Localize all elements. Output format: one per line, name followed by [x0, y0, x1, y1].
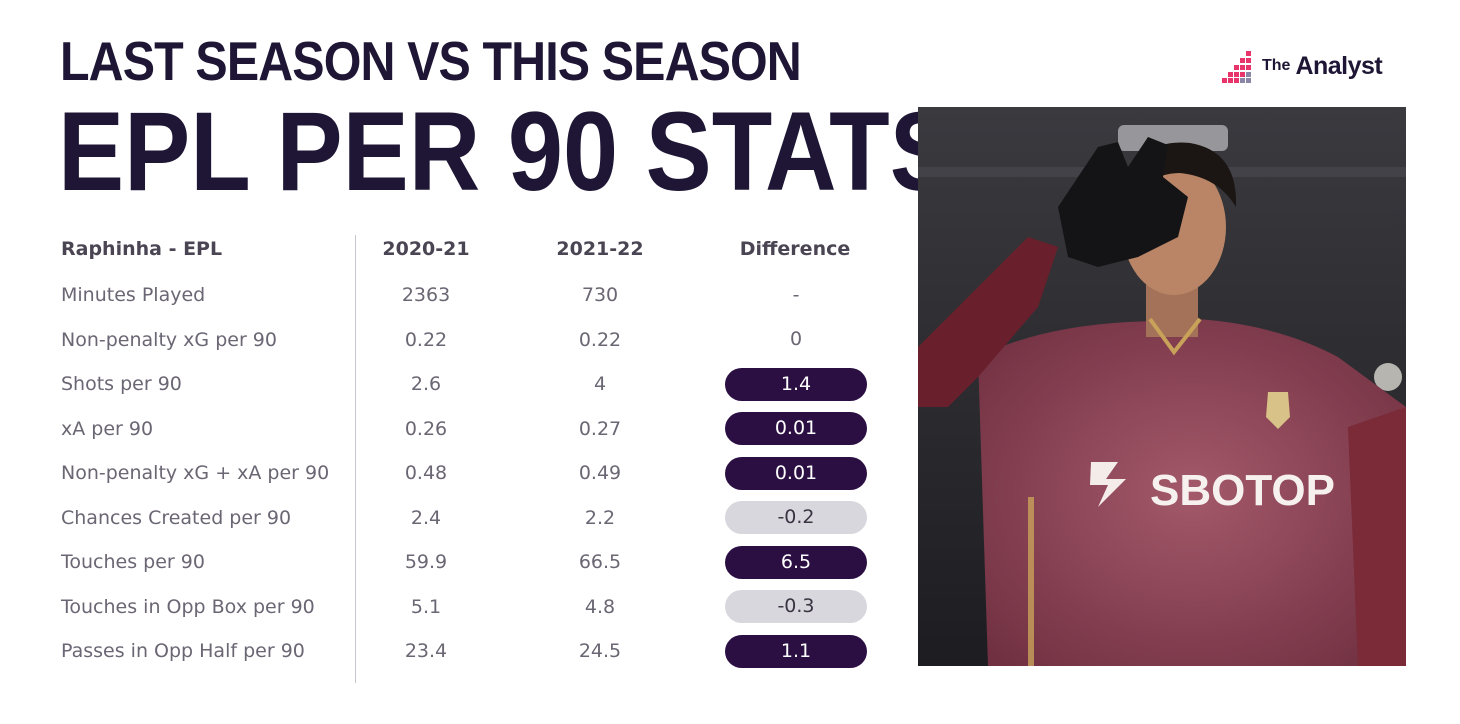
player-photo-image: SBOTOP [918, 107, 1406, 666]
row-metric-label: Touches per 90 [61, 551, 205, 573]
row-value-2021-22: 730 [581, 284, 619, 306]
row-metric-label: Non-penalty xG per 90 [61, 328, 277, 351]
row-value-2020-21: 2363 [401, 284, 451, 306]
row-value-2021-22: 4.8 [584, 595, 616, 618]
row-difference-pill: 0 [789, 328, 803, 350]
row-metric-label: Touches in Opp Box per 90 [61, 595, 315, 618]
stats-table: Raphinha - EPL 2020-21 2021-22 Differenc… [61, 235, 867, 683]
header-season-2020-21: 2020-21 [382, 238, 470, 260]
player-photo: SBOTOP [918, 107, 1406, 666]
row-value-2020-21: 59.9 [404, 551, 448, 573]
row-value-2021-22: 66.5 [578, 551, 622, 573]
row-value-2021-22: 0.49 [578, 462, 622, 484]
column-divider [355, 235, 356, 683]
row-value-2020-21: 0.48 [404, 462, 448, 484]
analyst-logo-mark-icon [1222, 51, 1251, 83]
header-season-2021-22: 2021-22 [556, 238, 644, 260]
row-metric-label: Chances Created per 90 [61, 506, 292, 529]
the-analyst-logo: The Analyst [1222, 48, 1383, 84]
row-value-2021-22: 4 [593, 373, 607, 395]
header-player: Raphinha - EPL [61, 238, 223, 260]
row-metric-label: Non-penalty xG + xA per 90 [61, 462, 330, 484]
logo-name: Analyst [1295, 51, 1383, 80]
row-difference-pill: 0.01 [725, 412, 867, 445]
row-value-2021-22: 0.27 [578, 417, 622, 440]
row-metric-label: Minutes Played [61, 284, 206, 306]
sponsor-text: SBOTOP [1150, 466, 1335, 515]
row-value-2021-22: 24.5 [578, 640, 622, 662]
row-metric-label: Passes in Opp Half per 90 [61, 640, 305, 662]
row-value-2021-22: 2.2 [584, 506, 616, 529]
row-difference-pill: -0.2 [725, 501, 867, 534]
row-difference-pill: 6.5 [725, 545, 867, 579]
row-metric-label: xA per 90 [61, 417, 154, 440]
row-value-2021-22: 0.22 [578, 328, 622, 351]
row-value-2020-21: 0.22 [404, 328, 448, 351]
row-value-2020-21: 2.6 [410, 373, 442, 395]
row-difference-pill: 1.4 [725, 367, 867, 401]
row-metric-label: Shots per 90 [61, 373, 182, 395]
row-value-2020-21: 0.26 [404, 417, 448, 440]
row-difference-pill: - [792, 283, 800, 306]
header-difference: Difference [739, 238, 851, 260]
row-difference-pill: 0.01 [725, 456, 867, 490]
row-value-2020-21: 5.1 [410, 595, 442, 618]
row-difference-pill: 1.1 [725, 634, 867, 668]
logo-prefix: The [1262, 57, 1291, 74]
title-line-2: EPL PER 90 STATS [58, 89, 956, 214]
row-value-2020-21: 2.4 [410, 506, 442, 529]
row-difference-pill: -0.3 [725, 590, 867, 623]
title-line-1: LAST SEASON VS THIS SEASON [60, 30, 802, 92]
row-value-2020-21: 23.4 [404, 640, 448, 662]
